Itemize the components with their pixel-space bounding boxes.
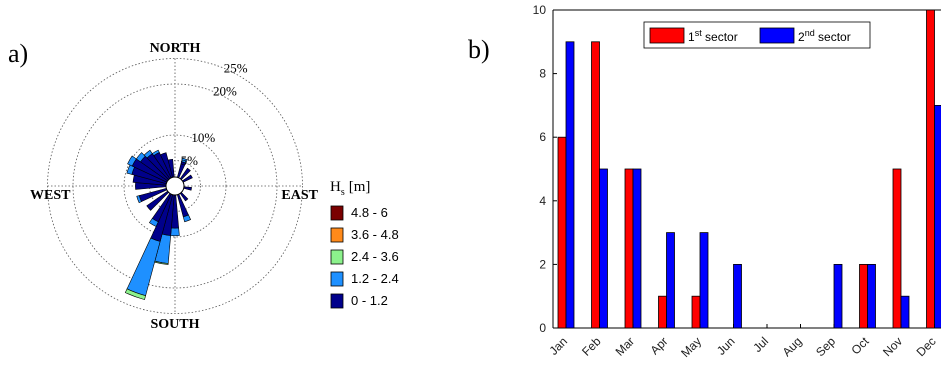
rose-petal-segment: [181, 157, 188, 164]
monthly-bar-chart: 0 2 4 6 8 10 Jan Feb Mar Apr May Jun Jul Aug Sep Oct No…: [533, 3, 941, 360]
rose-petal-segment: [170, 227, 180, 237]
legend-swatch: [330, 205, 344, 221]
legend-entry: 1st sector: [688, 28, 738, 44]
x-tick-label: Dec: [914, 334, 939, 359]
bar-chart-axes: [552, 9, 941, 329]
bar-second-sector: [599, 168, 608, 329]
rose-petal-segment: [143, 149, 153, 159]
x-tick-label: Sep: [813, 334, 838, 359]
rose-petal-segment: [183, 186, 192, 191]
legend-label: 2.4 - 3.6: [351, 249, 399, 264]
rose-petal-segment: [135, 152, 146, 163]
bar-first-sector: [892, 168, 902, 329]
bar-second-sector: [699, 232, 709, 329]
bar-first-sector: [624, 168, 634, 329]
x-tick-label: Jun: [714, 334, 738, 358]
bar-first-sector: [926, 9, 935, 329]
bar-chart-y-ticks: 0 2 4 6 8 10: [533, 3, 557, 335]
rose-petal-segment: [148, 218, 159, 227]
bar-second-sector: [833, 263, 843, 329]
x-tick-label: Mar: [613, 334, 638, 359]
rose-ring-label: 10%: [191, 130, 215, 145]
rose-petal-segment: [136, 195, 142, 204]
rose-petal-segment: [151, 149, 160, 157]
rose-ring-label: 5%: [181, 153, 199, 168]
rose-petal-segment: [182, 214, 192, 223]
bar-chart-x-ticks: Jan Feb Mar Apr May Jun Jul Aug Sep Oct Nov Dec: [547, 324, 939, 360]
bar-second-sector: [867, 263, 876, 329]
panel-label-b: b): [468, 35, 490, 64]
compass-north-label: NORTH: [150, 41, 201, 56]
rose-ring-labels: 5% 10% 20% 25%: [181, 61, 248, 168]
bar-second-sector: [733, 263, 742, 329]
y-tick-label: 4: [539, 194, 546, 208]
x-tick-label: Feb: [579, 334, 604, 359]
bar-second-sector: [565, 41, 575, 329]
rose-petal-segment: [124, 288, 146, 300]
legend-label: 1.2 - 2.4: [351, 271, 399, 286]
legend-swatch: [649, 27, 685, 44]
rose-center-hole: [165, 176, 185, 196]
legend-swatch: [330, 227, 344, 243]
rose-petals: [124, 149, 193, 300]
x-tick-label: Oct: [849, 334, 873, 358]
legend-label: 0 - 1.2: [351, 293, 388, 308]
rose-ring-label: 20%: [213, 84, 237, 99]
x-tick-label: Aug: [780, 334, 805, 359]
rose-petal-segment: [127, 155, 137, 167]
compass-south-label: SOUTH: [150, 317, 199, 332]
y-tick-label: 6: [539, 130, 546, 144]
y-tick-label: 8: [539, 67, 546, 81]
bar-chart-legend: 1st sector 2nd sector: [643, 21, 871, 49]
bar-second-sector: [934, 105, 941, 329]
legend-label: 4.8 - 6: [351, 205, 388, 220]
compass-east-label: EAST: [281, 188, 318, 203]
legend-swatch: [330, 249, 344, 265]
legend-swatch: [330, 293, 344, 309]
rose-legend: Hs [m] 4.8 - 6 3.6 - 4.8 2.4 - 3.6 1.2 - 2.4…: [330, 179, 399, 309]
bar-first-sector: [859, 263, 868, 329]
bar-chart-bars: [557, 9, 941, 329]
panel-label-a: a): [8, 39, 28, 68]
bar-first-sector: [591, 41, 600, 329]
x-tick-label: Apr: [648, 334, 671, 357]
x-tick-label: May: [678, 334, 704, 360]
bar-first-sector: [557, 136, 567, 329]
legend-entry: 2nd sector: [798, 28, 851, 44]
bar-first-sector: [691, 295, 701, 329]
legend-swatch: [759, 27, 795, 44]
bar-first-sector: [658, 295, 667, 329]
legend-title: Hs [m]: [330, 179, 370, 198]
compass-west-label: WEST: [30, 188, 71, 203]
y-tick-label: 2: [539, 257, 546, 271]
bar-second-sector: [900, 295, 910, 329]
bar-second-sector: [666, 232, 675, 329]
rose-petal-segment: [126, 237, 161, 297]
y-tick-label: 0: [539, 321, 546, 335]
x-tick-label: Jan: [547, 334, 571, 358]
legend-label: 3.6 - 4.8: [351, 227, 399, 242]
y-tick-label: 10: [533, 3, 547, 17]
x-tick-label: Nov: [880, 334, 905, 359]
rose-ring-label: 25%: [224, 61, 248, 76]
wave-rose-chart: 5% 10% 20% 25% NORTH SOUTH EAST WEST: [30, 41, 319, 332]
legend-swatch: [330, 271, 344, 287]
bar-second-sector: [632, 168, 642, 329]
x-tick-label: Jul: [750, 334, 771, 355]
